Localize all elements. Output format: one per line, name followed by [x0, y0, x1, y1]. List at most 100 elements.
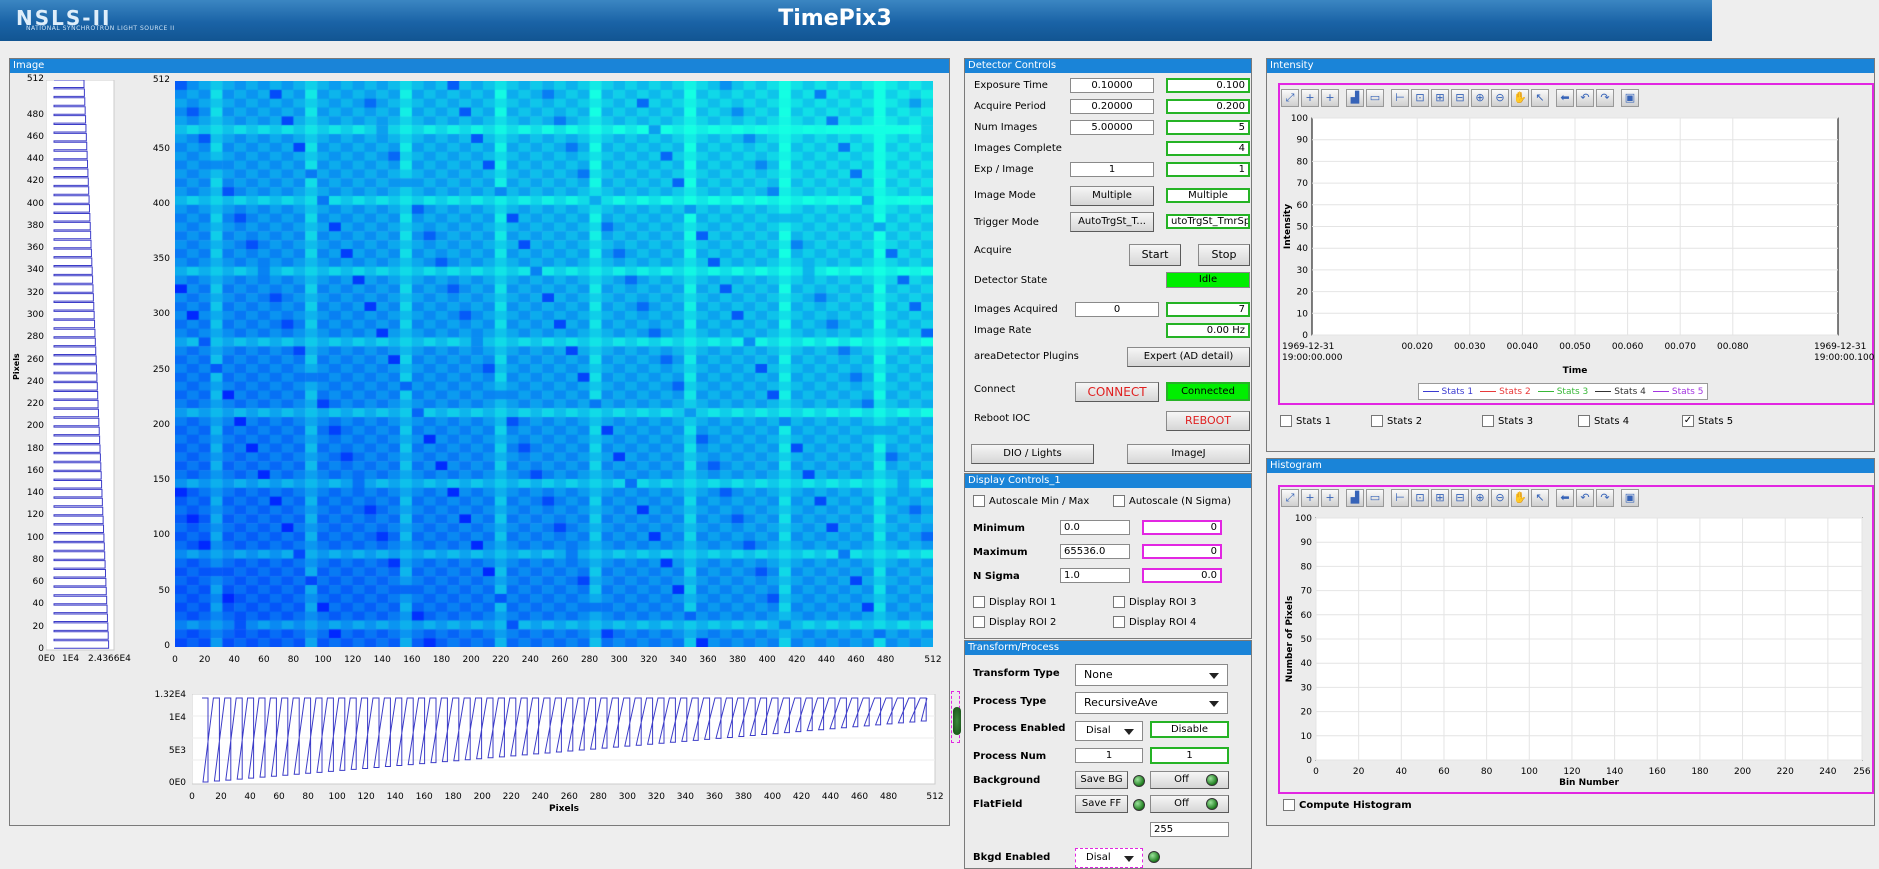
process-enabled-dropdown[interactable]: Disal	[1075, 721, 1143, 741]
zoom-fit-icon[interactable]: ⤢	[1281, 89, 1299, 107]
redo-icon[interactable]: ↷	[1596, 489, 1614, 507]
legend-swatch	[1480, 391, 1497, 392]
autoscale-icon[interactable]: ▟	[1346, 489, 1364, 507]
tick-label: 450	[152, 143, 170, 154]
pointer-icon[interactable]: ↖	[1531, 489, 1549, 507]
checkbox-box[interactable]	[973, 596, 985, 608]
pan-icon[interactable]: ✋	[1511, 489, 1529, 507]
zoom-in-x-icon[interactable]: +	[1301, 89, 1319, 107]
stats-1-checkbox[interactable]: Stats 1	[1280, 415, 1331, 427]
checkbox-box[interactable]	[1482, 415, 1494, 427]
display-roi3-checkbox[interactable]: Display ROI 3	[1113, 596, 1196, 608]
save-bg-button[interactable]: Save BG	[1075, 771, 1128, 789]
zoom-out-icon[interactable]: ⊖	[1491, 489, 1509, 507]
display-roi2-checkbox[interactable]: Display ROI 2	[973, 616, 1056, 628]
imagej-button[interactable]: ImageJ	[1127, 444, 1250, 464]
exp-image-input[interactable]: 1	[1070, 162, 1154, 177]
x-start-date: 1969-12-31	[1282, 342, 1334, 352]
images-acquired-input[interactable]: 0	[1075, 302, 1159, 317]
bkgd-enabled-dropdown[interactable]: Disal	[1075, 848, 1143, 868]
reboot-button[interactable]: REBOOT	[1166, 411, 1250, 431]
checkbox-box[interactable]: ✓	[1682, 415, 1694, 427]
autoscale-minmax-checkbox[interactable]: Autoscale Min / Max	[973, 495, 1089, 507]
pan-icon[interactable]: ✋	[1511, 89, 1529, 107]
zoom-in-icon[interactable]: ⊕	[1471, 89, 1489, 107]
detector-image[interactable]	[175, 81, 933, 647]
expand-icon[interactable]: ⊞	[1431, 489, 1449, 507]
process-enabled-readback: Disable	[1150, 721, 1229, 738]
zoom-fit-icon[interactable]: ⤢	[1281, 489, 1299, 507]
stats-5-checkbox[interactable]: ✓ Stats 5	[1682, 415, 1733, 427]
autoscale-nsigma-checkbox[interactable]: Autoscale (N Sigma)	[1113, 495, 1231, 507]
back-icon[interactable]: ⬅	[1556, 89, 1574, 107]
minimum-input[interactable]: 0.0	[1060, 520, 1130, 535]
export-icon[interactable]: ▣	[1621, 89, 1639, 107]
expand-icon[interactable]: ⊞	[1431, 89, 1449, 107]
splitter-handle[interactable]	[953, 707, 961, 735]
display-roi1-checkbox[interactable]: Display ROI 1	[973, 596, 1056, 608]
cursor-icon[interactable]: ⊢	[1391, 489, 1409, 507]
rect-zoom-icon[interactable]: ▭	[1366, 489, 1384, 507]
pointer-icon[interactable]: ↖	[1531, 89, 1549, 107]
tick-label: 440	[821, 792, 840, 802]
num-images-input[interactable]: 5.00000	[1070, 120, 1154, 135]
checkbox-box[interactable]	[1283, 799, 1295, 811]
export-icon[interactable]: ▣	[1621, 489, 1639, 507]
compute-histogram-checkbox[interactable]: Compute Histogram	[1283, 799, 1412, 811]
nsigma-input[interactable]: 1.0	[1060, 568, 1130, 583]
cursor-icon[interactable]: ⊢	[1391, 89, 1409, 107]
rect-zoom-icon[interactable]: ▭	[1366, 89, 1384, 107]
checkbox-box[interactable]	[1371, 415, 1383, 427]
zoom-in-icon[interactable]: ⊕	[1471, 489, 1489, 507]
stats-3-checkbox[interactable]: Stats 3	[1482, 415, 1533, 427]
compress-icon[interactable]: ⊟	[1451, 89, 1469, 107]
tick-label: 140	[373, 655, 391, 665]
display-roi4-checkbox[interactable]: Display ROI 4	[1113, 616, 1196, 628]
dio-lights-button[interactable]: DIO / Lights	[971, 444, 1094, 464]
zoom-in-y-icon[interactable]: +	[1321, 489, 1339, 507]
zoom-in-y-icon[interactable]: +	[1321, 89, 1339, 107]
checkbox-box[interactable]	[973, 616, 985, 628]
undo-icon[interactable]: ↶	[1576, 89, 1594, 107]
checkbox-box[interactable]	[973, 495, 985, 507]
flatfield-scale-input[interactable]: 255	[1150, 822, 1229, 837]
zoom-in-x-icon[interactable]: +	[1301, 489, 1319, 507]
zoom-out-icon[interactable]: ⊖	[1491, 89, 1509, 107]
box-zoom-icon[interactable]: ⊡	[1411, 89, 1429, 107]
tick-label: 80	[32, 554, 44, 565]
exposure-time-input[interactable]: 0.10000	[1070, 78, 1154, 93]
stop-button[interactable]: Stop	[1198, 244, 1250, 266]
tick-label: 0	[38, 644, 44, 654]
start-button[interactable]: Start	[1129, 244, 1181, 266]
checkbox-box[interactable]	[1113, 616, 1125, 628]
checkbox-box[interactable]	[1113, 596, 1125, 608]
x-axis-label: Time	[1563, 366, 1588, 376]
undo-icon[interactable]: ↶	[1576, 489, 1594, 507]
back-icon[interactable]: ⬅	[1556, 489, 1574, 507]
maximum-input[interactable]: 65536.0	[1060, 544, 1130, 559]
box-zoom-icon[interactable]: ⊡	[1411, 489, 1429, 507]
tick-label: 250	[152, 364, 170, 375]
save-ff-button[interactable]: Save FF	[1075, 795, 1128, 813]
compress-icon[interactable]: ⊟	[1451, 489, 1469, 507]
acquire-period-input[interactable]: 0.20000	[1070, 99, 1154, 114]
connect-button[interactable]: CONNECT	[1075, 382, 1159, 402]
process-num-input[interactable]: 1	[1075, 748, 1143, 763]
stats-4-checkbox[interactable]: Stats 4	[1578, 415, 1629, 427]
transform-type-dropdown[interactable]: None	[1075, 664, 1228, 686]
process-type-dropdown[interactable]: RecursiveAve	[1075, 692, 1228, 714]
image-mode-menu[interactable]: Multiple	[1070, 186, 1154, 206]
compute-histogram-label: Compute Histogram	[1299, 799, 1412, 811]
redo-icon[interactable]: ↷	[1596, 89, 1614, 107]
stats-2-checkbox[interactable]: Stats 2	[1371, 415, 1422, 427]
checkbox-box[interactable]	[1113, 495, 1125, 507]
app-banner	[0, 0, 1712, 41]
checkbox-box[interactable]	[1578, 415, 1590, 427]
trigger-mode-menu[interactable]: AutoTrgSt_T...	[1070, 212, 1154, 232]
expert-ad-detail-button[interactable]: Expert (AD detail)	[1127, 347, 1250, 367]
stats-label: Stats 2	[1387, 415, 1423, 427]
autoscale-icon[interactable]: ▟	[1346, 89, 1364, 107]
checkbox-box[interactable]	[1280, 415, 1292, 427]
